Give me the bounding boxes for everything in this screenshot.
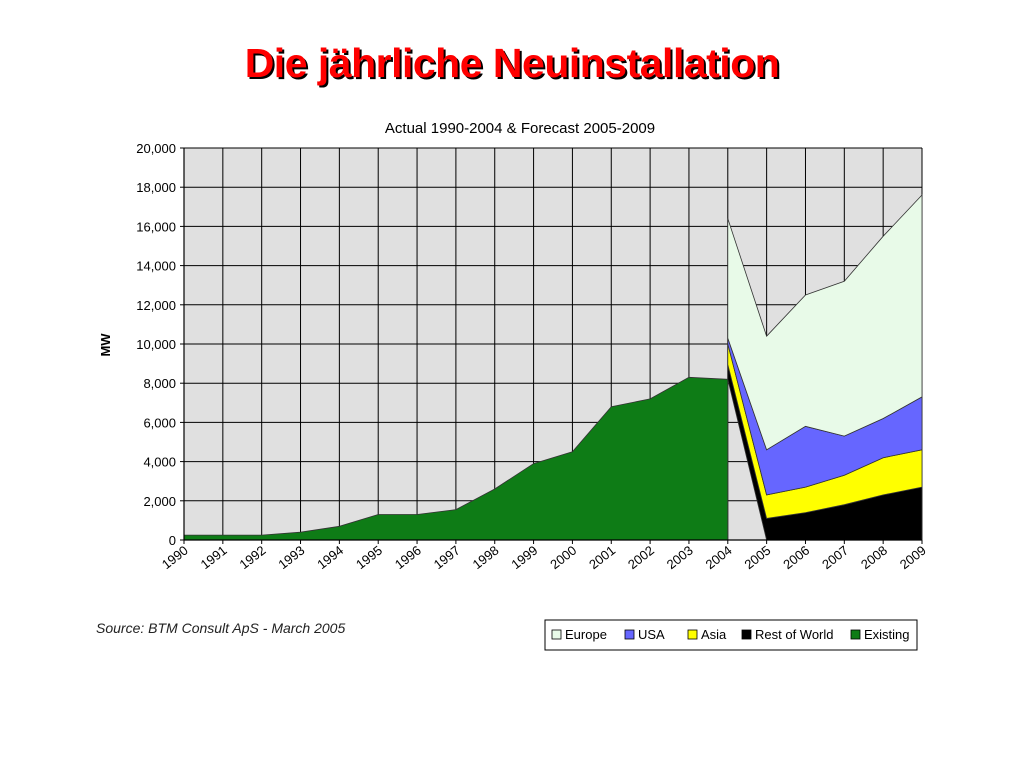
y-tick-label: 2,000 — [143, 494, 176, 509]
y-tick-label: 20,000 — [136, 141, 176, 156]
x-tick-label: 2006 — [780, 543, 812, 573]
y-axis-label: MW — [98, 333, 113, 357]
x-tick-label: 1994 — [314, 543, 346, 573]
legend-label-existing: Existing — [864, 627, 910, 642]
y-tick-label: 18,000 — [136, 180, 176, 195]
x-tick-label: 1990 — [159, 543, 191, 573]
x-tick-label: 2004 — [703, 543, 735, 573]
y-tick-label: 14,000 — [136, 259, 176, 274]
x-tick-label: 2003 — [664, 543, 696, 573]
source-note: Source: BTM Consult ApS - March 2005 — [96, 620, 345, 636]
legend-label-asia: Asia — [701, 627, 727, 642]
legend-label-europe: Europe — [565, 627, 607, 642]
legend-label-rest-of-world: Rest of World — [755, 627, 834, 642]
x-tick-label: 2005 — [741, 543, 773, 573]
chart-title: Actual 1990-2004 & Forecast 2005-2009 — [385, 120, 655, 137]
y-tick-label: 4,000 — [143, 455, 176, 470]
legend-swatch-rest-of-world — [741, 629, 752, 640]
legend-swatch-existing — [850, 629, 861, 640]
x-tick-label: 2007 — [819, 543, 851, 573]
x-tick-label: 2001 — [586, 543, 618, 573]
x-tick-label: 1998 — [470, 543, 502, 573]
y-tick-label: 10,000 — [136, 337, 176, 352]
x-tick-label: 2000 — [547, 543, 579, 573]
x-tick-label: 1997 — [431, 543, 463, 573]
y-tick-label: 16,000 — [136, 219, 176, 234]
x-tick-label: 1999 — [508, 543, 540, 573]
area-europe — [727, 193, 923, 451]
y-tick-label: 8,000 — [143, 376, 176, 391]
y-tick-label: 6,000 — [143, 415, 176, 430]
y-tick-label: 0 — [169, 533, 176, 548]
x-tick-label: 2002 — [625, 543, 657, 573]
x-tick-label: 1991 — [198, 543, 230, 573]
slide-title: Die jährliche Neuinstallation — [244, 40, 780, 86]
x-tick-label: 2009 — [897, 543, 929, 573]
legend-swatch-usa — [624, 629, 635, 640]
legend-label-usa: USA — [638, 627, 665, 642]
x-tick-label: 1996 — [392, 543, 424, 573]
x-tick-label: 1992 — [237, 543, 269, 573]
legend-swatch-europe — [551, 629, 562, 640]
x-tick-label: 2008 — [858, 543, 890, 573]
x-tick-label: 1993 — [275, 543, 307, 573]
y-tick-label: 12,000 — [136, 298, 176, 313]
x-tick-label: 1995 — [353, 543, 385, 573]
legend: Europe USA Asia Rest of World Existing — [544, 619, 918, 651]
legend-swatch-asia — [687, 629, 698, 640]
